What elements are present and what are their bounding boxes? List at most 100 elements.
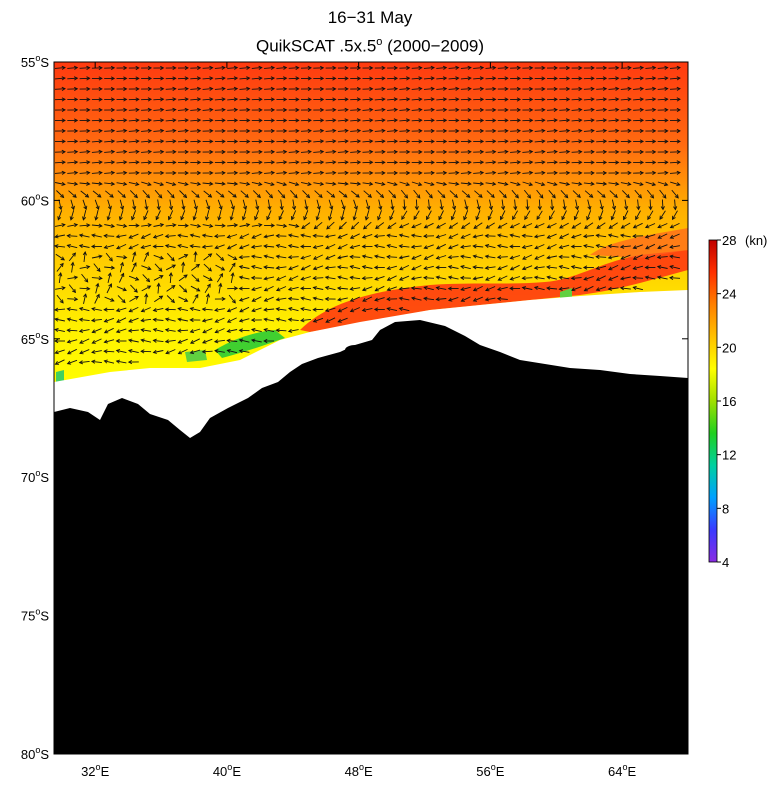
wind-vector xyxy=(132,252,136,262)
antarctica-landmass xyxy=(54,320,688,754)
wind-vector-head xyxy=(275,287,281,292)
wind-vector xyxy=(313,235,324,237)
wind-vector-head xyxy=(656,275,662,280)
wind-vector xyxy=(399,98,410,101)
wind-vector xyxy=(157,283,160,294)
wind-vector xyxy=(437,190,446,198)
wind-vector-head xyxy=(418,107,423,112)
wind-vector xyxy=(214,350,225,353)
wind-vector-head xyxy=(282,223,288,228)
wind-vector-head xyxy=(467,128,472,134)
wind-vector-head xyxy=(195,193,200,198)
wind-vector-head xyxy=(652,65,657,70)
wind-vector-head xyxy=(338,225,343,230)
wind-vector-head xyxy=(103,318,109,323)
wind-vector xyxy=(165,245,176,248)
wind-vector-head xyxy=(196,118,202,123)
wind-vector xyxy=(153,233,164,239)
wind-vector xyxy=(387,307,398,312)
wind-vector-head xyxy=(398,286,403,291)
wind-vector-head xyxy=(189,244,194,249)
wind-vector-head xyxy=(295,128,300,133)
wind-vector xyxy=(338,317,348,323)
wind-vector-head xyxy=(669,224,674,229)
wind-vector-head xyxy=(632,285,637,291)
wind-vector-head xyxy=(189,350,195,355)
wind-vector xyxy=(608,234,619,238)
wind-vector-head xyxy=(632,234,637,239)
wind-vector-head xyxy=(140,328,145,333)
wind-vector xyxy=(227,349,238,354)
wind-vector-head xyxy=(115,234,121,239)
wind-vector-head xyxy=(528,182,534,187)
wind-vector xyxy=(227,340,238,342)
wind-vector xyxy=(104,244,115,249)
wind-vector xyxy=(288,256,299,258)
wind-vector xyxy=(633,77,644,80)
wind-vector-head xyxy=(374,297,379,302)
wind-vector xyxy=(116,140,127,143)
wind-vector-head xyxy=(541,118,546,123)
wind-vector xyxy=(119,199,124,210)
wind-vector-head xyxy=(602,107,608,112)
wind-vector xyxy=(362,296,373,302)
wind-vector-head xyxy=(73,223,79,228)
wind-vector-head xyxy=(475,216,480,221)
wind-vector-head xyxy=(411,255,416,260)
wind-vector xyxy=(596,109,607,111)
wind-vector xyxy=(214,339,225,343)
wind-vector-head xyxy=(170,194,175,199)
wind-vector-head xyxy=(86,76,91,81)
wind-vector-head xyxy=(86,286,91,291)
wind-vector-head xyxy=(209,118,214,123)
wind-vector-head xyxy=(435,265,440,270)
wind-vector xyxy=(436,255,447,259)
wind-vector xyxy=(313,265,324,270)
wind-vector-head xyxy=(328,216,333,221)
wind-vector-head xyxy=(427,206,432,211)
wind-vector xyxy=(288,161,299,164)
wind-vector xyxy=(497,298,508,300)
wind-vector-head xyxy=(455,76,460,81)
wind-vector-head xyxy=(54,307,59,312)
wind-vector xyxy=(583,245,594,248)
wind-vector-head xyxy=(61,286,66,291)
wind-vector xyxy=(67,276,78,280)
wind-vector xyxy=(153,275,164,281)
wind-vector-head xyxy=(430,65,435,70)
wind-vector xyxy=(669,88,681,90)
wind-vector-head xyxy=(439,205,444,211)
wind-vector xyxy=(202,98,213,101)
wind-vector-head xyxy=(70,261,75,266)
wind-vector xyxy=(153,319,164,321)
wind-vector-head xyxy=(312,256,318,260)
wind-vector-head xyxy=(509,276,514,281)
wind-vector xyxy=(522,235,533,237)
wind-vector xyxy=(522,223,533,228)
wind-vector xyxy=(325,119,336,122)
wind-vector-head xyxy=(561,215,566,221)
wind-vector xyxy=(177,130,189,132)
wind-vector xyxy=(534,276,545,280)
wind-vector-head xyxy=(73,128,79,133)
wind-vector-head xyxy=(60,194,65,199)
wind-vector xyxy=(288,329,299,332)
wind-vector-head xyxy=(202,339,207,344)
wind-vector-head xyxy=(201,349,206,354)
wind-vector xyxy=(672,210,678,220)
wind-vector-head xyxy=(110,139,116,144)
wind-vector xyxy=(411,98,422,101)
lat-tick-label: 70oS xyxy=(21,468,49,485)
wind-vector xyxy=(583,235,594,237)
wind-vector-head xyxy=(135,160,140,165)
wind-vector-head xyxy=(221,107,226,112)
wind-vector xyxy=(264,266,275,269)
wind-vector-head xyxy=(283,139,288,144)
wind-vector-head xyxy=(283,170,288,175)
wind-vector-head xyxy=(615,128,620,133)
wind-vector-head xyxy=(270,223,276,228)
wind-vector xyxy=(624,199,628,210)
wind-vector-head xyxy=(570,276,575,281)
wind-vector-head xyxy=(61,128,66,133)
wind-vector-head xyxy=(464,205,469,211)
